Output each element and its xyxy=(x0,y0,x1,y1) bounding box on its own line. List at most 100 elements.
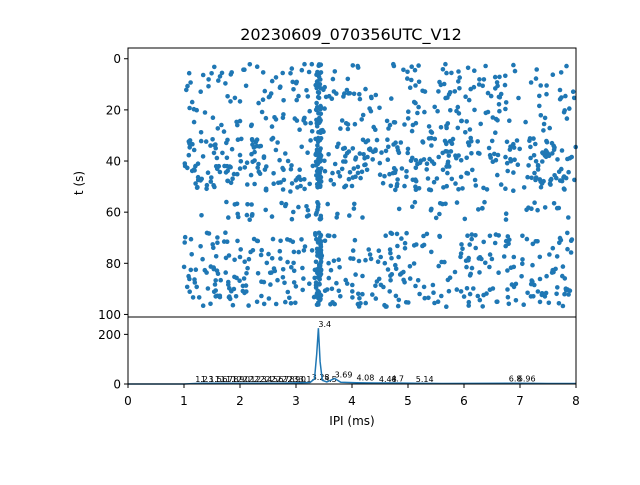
raster-point xyxy=(373,92,379,98)
raster-point xyxy=(481,185,486,191)
raster-point xyxy=(270,236,276,242)
raster-point xyxy=(269,255,275,261)
raster-point xyxy=(390,170,396,176)
raster-point xyxy=(261,279,267,285)
raster-point xyxy=(332,301,338,307)
raster-point xyxy=(404,230,409,236)
raster-point xyxy=(299,67,305,73)
raster-point xyxy=(314,210,319,215)
raster-point xyxy=(195,174,201,180)
raster-point xyxy=(211,265,216,270)
raster-point xyxy=(332,233,337,239)
raster-point xyxy=(225,94,230,99)
raster-point xyxy=(316,230,322,236)
raster-point xyxy=(237,166,243,171)
raster-point xyxy=(385,137,390,142)
raster-point xyxy=(182,163,188,169)
raster-point xyxy=(277,85,283,90)
raster-point xyxy=(275,277,280,283)
raster-point xyxy=(497,108,502,114)
raster-point xyxy=(413,283,418,289)
raster-point xyxy=(422,89,428,94)
raster-point xyxy=(225,168,230,174)
raster-point xyxy=(562,291,567,297)
raster-point xyxy=(206,231,212,236)
raster-point xyxy=(401,269,406,275)
raster-point xyxy=(248,249,253,255)
raster-point xyxy=(345,122,351,127)
raster-point xyxy=(482,199,487,205)
raster-point xyxy=(473,183,479,188)
raster-point xyxy=(558,70,564,75)
peak-label: 2.6 xyxy=(271,375,284,384)
raster-point xyxy=(469,265,475,271)
raster-point xyxy=(495,118,500,123)
raster-point xyxy=(402,240,408,246)
raster-point xyxy=(503,186,508,191)
raster-point xyxy=(223,81,228,86)
raster-point xyxy=(542,205,548,210)
raster-point xyxy=(473,233,478,238)
raster-point xyxy=(531,153,537,158)
raster-point xyxy=(444,149,450,154)
raster-point xyxy=(339,166,345,172)
raster-point xyxy=(508,159,514,164)
raster-point xyxy=(381,284,386,290)
raster-point xyxy=(433,215,439,221)
raster-point xyxy=(280,165,285,171)
raster-point xyxy=(503,106,508,112)
raster-point xyxy=(351,206,357,211)
raster-point xyxy=(537,93,542,99)
raster-point xyxy=(352,121,358,127)
raster-point xyxy=(315,288,321,294)
raster-point xyxy=(263,115,269,121)
raster-point xyxy=(463,130,468,135)
raster-point xyxy=(285,259,290,265)
raster-point xyxy=(555,157,560,162)
raster-point xyxy=(338,294,343,299)
raster-point xyxy=(416,63,421,68)
raster-point xyxy=(462,216,468,222)
raster-point xyxy=(404,174,409,180)
raster-point xyxy=(358,301,363,306)
raster-point xyxy=(443,61,448,67)
raster-point xyxy=(199,213,204,218)
raster-point xyxy=(217,74,223,79)
raster-point xyxy=(420,243,425,249)
raster-point xyxy=(232,202,238,207)
raster-point xyxy=(405,69,410,75)
raster-point xyxy=(373,147,378,152)
raster-point xyxy=(254,64,260,69)
raster-point xyxy=(420,139,425,144)
raster-point xyxy=(539,291,545,296)
raster-point xyxy=(313,293,319,299)
raster-point xyxy=(371,124,377,130)
raster-point xyxy=(281,112,286,117)
raster-point xyxy=(266,94,272,100)
peak-label: 2.5 xyxy=(265,375,278,384)
raster-point xyxy=(429,159,435,164)
raster-point xyxy=(279,200,284,206)
raster-point xyxy=(447,90,453,95)
raster-point xyxy=(187,145,192,150)
raster-point xyxy=(347,170,353,175)
raster-point xyxy=(269,124,275,129)
peak-label: 2.0 xyxy=(237,375,250,384)
raster-point xyxy=(242,165,248,170)
raster-point xyxy=(250,212,255,217)
raster-point xyxy=(336,288,342,294)
raster-point xyxy=(467,127,473,132)
raster-point xyxy=(556,301,562,306)
raster-point xyxy=(215,235,220,240)
raster-point xyxy=(456,111,462,116)
raster-point xyxy=(442,259,447,265)
raster-point xyxy=(503,154,508,160)
raster-point xyxy=(393,187,398,193)
peak-label: 1.6 xyxy=(215,375,228,384)
raster-point xyxy=(224,155,230,161)
raster-point xyxy=(235,137,241,142)
raster-point xyxy=(560,273,565,279)
raster-point xyxy=(551,201,557,206)
raster-point xyxy=(508,265,514,271)
raster-point xyxy=(477,77,482,82)
